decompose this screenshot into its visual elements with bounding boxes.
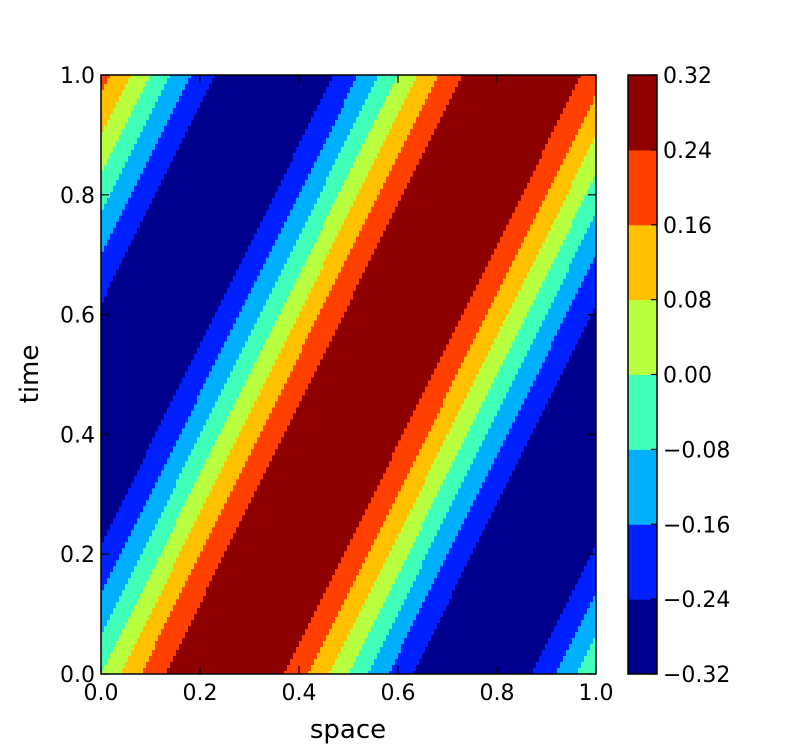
contour-field [101, 75, 597, 675]
